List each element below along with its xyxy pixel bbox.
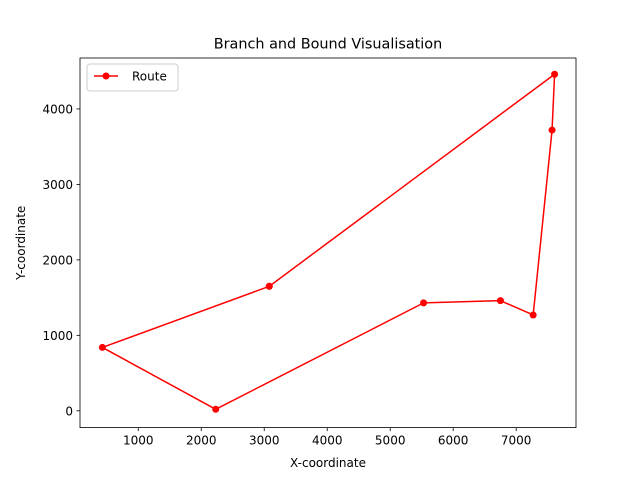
- x-tick-label: 6000: [438, 434, 469, 448]
- y-tick-label: 0: [65, 404, 73, 418]
- y-tick-label: 3000: [42, 178, 73, 192]
- x-axis-label: X-coordinate: [290, 456, 366, 470]
- y-tick-label: 1000: [42, 329, 73, 343]
- x-tick-label: 2000: [186, 434, 217, 448]
- legend-frame: [86, 63, 179, 92]
- legend: Route: [86, 63, 179, 92]
- route-point: [98, 343, 106, 351]
- x-tick-label: 3000: [249, 434, 280, 448]
- y-tick-label: 2000: [42, 253, 73, 267]
- x-tick-label: 7000: [501, 434, 532, 448]
- y-axis-ticks: 0 1000 2000 3000 4000: [42, 102, 80, 418]
- series-layer: [98, 70, 559, 413]
- legend-label-route: Route: [132, 70, 167, 84]
- x-axis-ticks: 1000 2000 3000 4000 5000 6000 7000: [123, 427, 532, 448]
- x-tick-label: 4000: [312, 434, 343, 448]
- route-point: [551, 70, 559, 78]
- legend-marker-swatch: [102, 72, 110, 80]
- y-axis-label: Y-coordinate: [14, 206, 28, 281]
- route-point: [212, 405, 220, 413]
- route-point: [548, 126, 556, 134]
- y-tick-label: 4000: [42, 102, 73, 116]
- x-tick-label: 1000: [123, 434, 154, 448]
- route-point: [529, 311, 537, 319]
- route-point: [265, 282, 273, 290]
- chart-title: Branch and Bound Visualisation: [214, 37, 442, 53]
- x-tick-label: 5000: [375, 434, 406, 448]
- route-point: [420, 299, 428, 307]
- plot-frame: [79, 57, 577, 429]
- route-point: [496, 297, 504, 305]
- plot-area: [79, 57, 577, 429]
